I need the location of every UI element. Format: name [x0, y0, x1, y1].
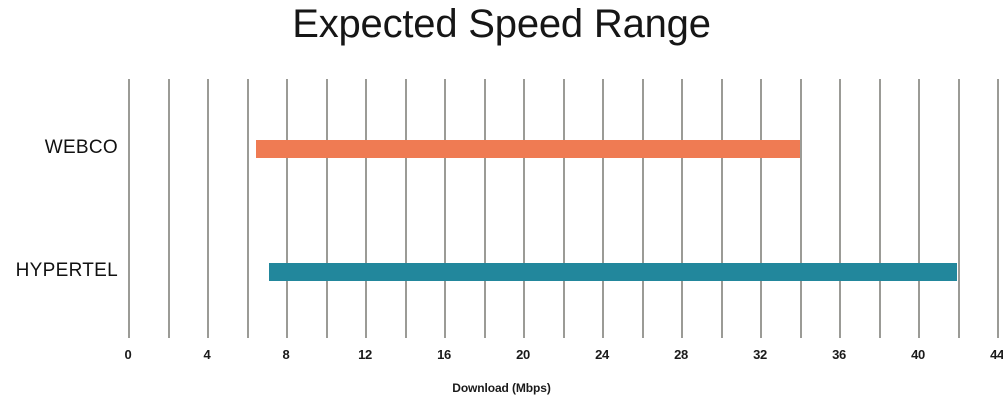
- gridline: [918, 79, 920, 338]
- plot-area: [128, 79, 999, 338]
- x-tick-label: 0: [124, 347, 132, 362]
- gridline: [681, 79, 683, 338]
- gridline: [602, 79, 604, 338]
- x-tick-label: 40: [911, 347, 925, 362]
- x-tick-label: 16: [437, 347, 451, 362]
- x-tick-label: 12: [358, 347, 372, 362]
- gridline: [483, 79, 486, 338]
- x-tick-label: 24: [595, 347, 609, 362]
- category-label-hypertel: HYPERTEL: [15, 260, 118, 281]
- gridline: [207, 79, 209, 338]
- gridline: [325, 79, 328, 338]
- range-bar-webco[interactable]: [256, 140, 800, 158]
- gridline: [167, 79, 170, 338]
- x-tick-label: 32: [753, 347, 767, 362]
- x-tick-label: 44: [990, 347, 1003, 362]
- gridline: [878, 79, 881, 338]
- gridline: [997, 79, 999, 338]
- x-tick-label: 36: [832, 347, 846, 362]
- gridline: [641, 79, 644, 338]
- chart-title: Expected Speed Range: [292, 2, 711, 46]
- gridline: [523, 79, 525, 338]
- gridline: [839, 79, 841, 338]
- gridline: [365, 79, 367, 338]
- x-axis-title: Download (Mbps): [452, 381, 551, 395]
- gridline: [128, 79, 130, 338]
- gridline: [760, 79, 762, 338]
- range-bar-hypertel[interactable]: [269, 263, 958, 281]
- x-tick-label: 20: [516, 347, 530, 362]
- x-tick-label: 4: [203, 347, 211, 362]
- gridline: [246, 79, 249, 338]
- gridline: [720, 79, 723, 338]
- gridline: [444, 79, 446, 338]
- gridline: [562, 79, 565, 338]
- gridline: [957, 79, 960, 338]
- gridline: [799, 79, 802, 338]
- x-tick-label: 8: [282, 347, 290, 362]
- gridline: [404, 79, 407, 338]
- gridline: [286, 79, 288, 338]
- category-label-webco: WEBCO: [44, 137, 118, 158]
- x-tick-label: 28: [674, 347, 688, 362]
